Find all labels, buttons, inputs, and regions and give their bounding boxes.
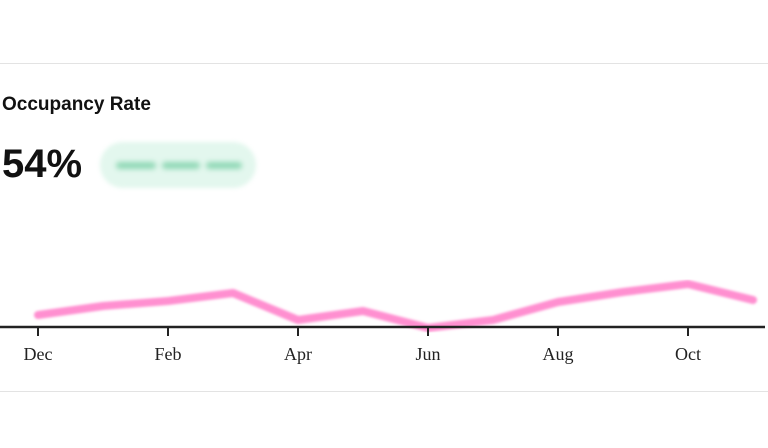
top-divider [0, 63, 768, 64]
x-tick-label: Aug [543, 344, 574, 364]
occupancy-value: 54% [2, 142, 83, 186]
x-tick-label: Feb [155, 344, 182, 364]
x-tick-label: Apr [284, 344, 312, 364]
bottom-divider [0, 391, 768, 392]
change-badge [100, 142, 256, 188]
occupancy-series-line [34, 280, 757, 332]
card-title: Occupancy Rate [2, 94, 151, 115]
line-layer [34, 280, 757, 332]
x-tick-label: Oct [675, 344, 701, 364]
x-ticks: Dec Feb Apr Jun Aug Oct [24, 327, 701, 364]
x-tick-label: Jun [415, 344, 440, 364]
x-tick-label: Dec [24, 344, 53, 364]
